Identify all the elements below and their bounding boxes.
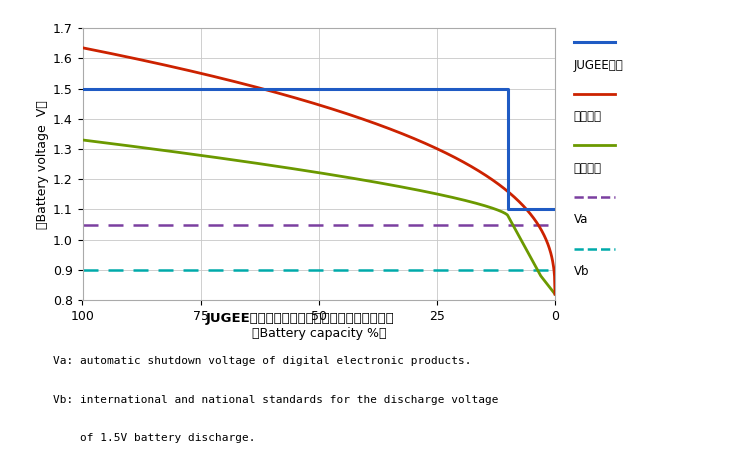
Text: Vb: international and national standards for the discharge voltage: Vb: international and national standards…: [53, 395, 498, 405]
Text: 镕氢电池: 镕氢电池: [574, 162, 602, 175]
X-axis label: （Battery capacity %）: （Battery capacity %）: [251, 327, 386, 340]
Text: JUGEE电池与碱性电池及镕氢电池放电电压对比: JUGEE电池与碱性电池及镕氢电池放电电压对比: [206, 312, 394, 325]
Y-axis label: （Battery voltage  V）: （Battery voltage V）: [35, 100, 49, 228]
Text: of 1.5V battery discharge.: of 1.5V battery discharge.: [53, 433, 255, 443]
Text: Vb: Vb: [574, 265, 590, 278]
Text: 碱性电池: 碱性电池: [574, 110, 602, 123]
Text: Va: automatic shutdown voltage of digital electronic products.: Va: automatic shutdown voltage of digita…: [53, 356, 471, 366]
Text: JUGEE电池: JUGEE电池: [574, 59, 623, 72]
Text: Va: Va: [574, 213, 588, 227]
